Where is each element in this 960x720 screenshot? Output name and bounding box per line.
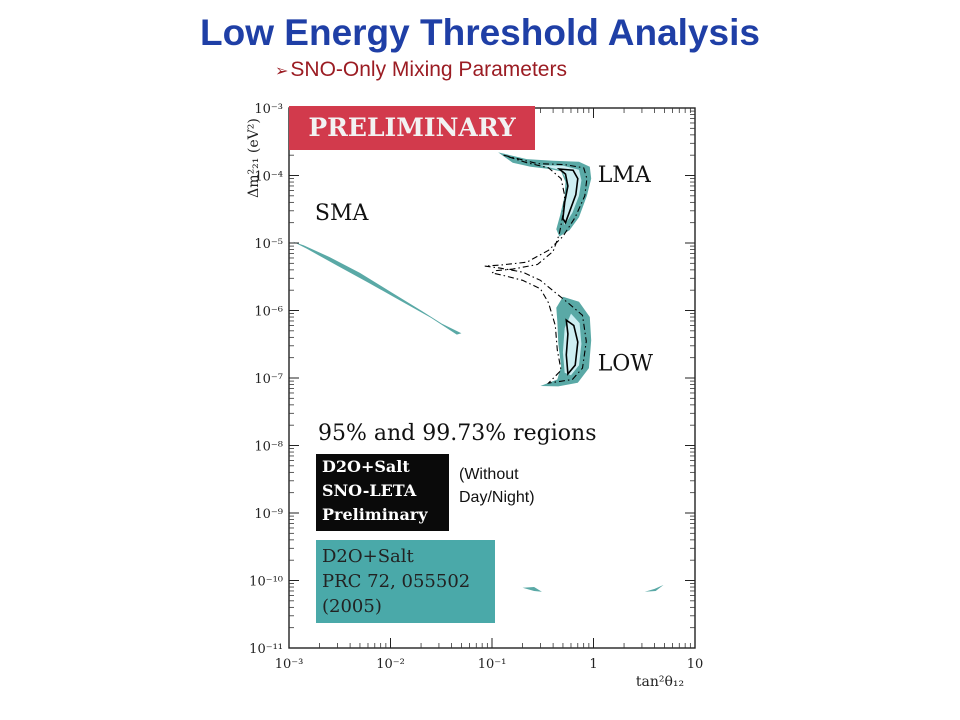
region-label-sma: SMA: [315, 201, 370, 226]
y-axis-label: Δm²₂₁ (eV²): [246, 118, 262, 198]
y-tick-label: 10⁻⁴: [254, 170, 283, 185]
x-tick-label: 10⁻²: [376, 657, 405, 672]
y-tick-label: 10⁻⁸: [254, 440, 283, 455]
legend-leta-line3: Preliminary: [322, 505, 428, 524]
lma-inner-region: [540, 165, 582, 225]
island-region-0: [522, 587, 542, 592]
y-tick-label: 10⁻⁶: [254, 305, 283, 320]
x-tick-label: 10: [687, 657, 704, 672]
island-region-1: [644, 584, 664, 592]
side-note: (Without Day/Night): [459, 463, 535, 509]
x-axis-label: tan²θ₁₂: [636, 674, 684, 690]
y-tick-label: 10⁻¹⁰: [249, 575, 283, 590]
bullet-arrow-icon: ➢: [275, 63, 289, 80]
y-axis-title: Δm²₂₁ (eV²): [246, 118, 262, 198]
x-tick-label: 10⁻¹: [478, 657, 507, 672]
side-note-line2: Day/Night): [459, 489, 535, 506]
legend-box-prc: [316, 540, 495, 623]
region-label-low: LOW: [598, 351, 654, 376]
legend-box-leta: [316, 454, 449, 531]
slide-title: Low Energy Threshold Analysis: [200, 12, 760, 53]
legend-leta-line1: D2O+Salt: [322, 457, 410, 476]
y-tick-label: 10⁻³: [254, 102, 283, 117]
x-tick-label: 1: [589, 657, 597, 672]
contour-95-lma: [556, 167, 579, 225]
x-tick-label: 10⁻³: [275, 657, 304, 672]
legend-prc-line1: D2O+Salt: [322, 546, 415, 567]
contour-95-low: [565, 318, 579, 376]
y-tick-label: 10⁻⁷: [254, 372, 283, 387]
sma-region: [292, 241, 462, 335]
regions-caption: 95% and 99.73% regions: [318, 421, 597, 446]
side-note-line1: (Without: [459, 466, 519, 483]
preliminary-banner-text: PRELIMINARY: [308, 113, 517, 142]
y-tick-label: 10⁻⁹: [254, 507, 283, 522]
legend-prc-line2: PRC 72, 055502: [322, 571, 470, 592]
y-tick-label: 10⁻⁵: [254, 237, 283, 252]
legend-leta-line2: SNO-LETA: [322, 481, 417, 500]
y-tick-label: 10⁻¹¹: [249, 642, 283, 657]
contour-99-73: [484, 154, 588, 384]
preliminary-banner: [289, 106, 535, 150]
slide-subtitle: ➢SNO-Only Mixing Parameters: [275, 58, 567, 82]
legend-prc-line3: (2005): [322, 596, 382, 617]
region-label-lma: LMA: [598, 163, 652, 188]
subtitle-text: SNO-Only Mixing Parameters: [290, 58, 567, 81]
